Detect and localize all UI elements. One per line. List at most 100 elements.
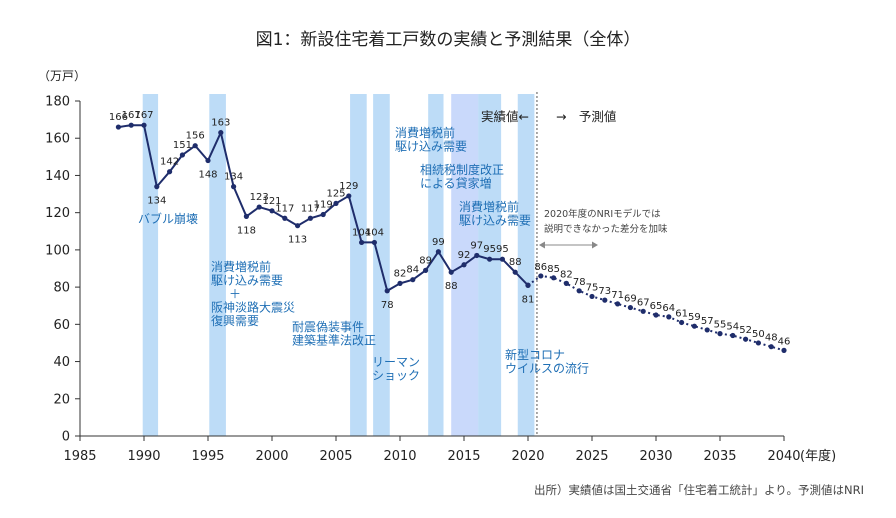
forecast-point <box>551 275 557 281</box>
actual-value-label: 117 <box>275 203 294 214</box>
period-annotation: バブル崩壊 <box>138 211 198 226</box>
actual-point <box>333 200 339 206</box>
period-annotation: 消費増税前 <box>395 125 455 140</box>
x-tick-label: 2020 <box>511 449 544 464</box>
actual-value-label: 113 <box>288 235 307 246</box>
actual-point <box>397 280 403 286</box>
forecast-value-label: 55 <box>714 320 727 331</box>
forecast-value-label: 50 <box>752 329 765 340</box>
model-note-arrow-head <box>538 241 545 249</box>
actual-value-label: 88 <box>445 281 458 292</box>
forecast-value-label: 57 <box>701 316 714 327</box>
y-tick-label: 0 <box>62 430 70 445</box>
actual-value-label: 97 <box>470 240 483 251</box>
actual-value-label: 121 <box>262 196 281 207</box>
actual-point <box>435 249 441 255</box>
actual-point <box>359 239 365 246</box>
actual-value-label: 95 <box>483 244 496 255</box>
x-tick-label: 2010 <box>383 449 416 464</box>
source-note: 出所）実績値は国土交通省「住宅着工統計」より。予測値はNRI <box>534 483 864 497</box>
x-tick-label: 1985 <box>63 449 96 464</box>
actual-value-label: 134 <box>224 172 243 183</box>
x-tick-label: 2005 <box>319 449 352 464</box>
actual-value-label: 88 <box>509 257 522 268</box>
y-tick-label: 60 <box>53 318 70 333</box>
x-tick-label: 2035 <box>703 449 736 464</box>
data-labels: 1661671671341421511561481631341181231211… <box>109 110 791 347</box>
actual-value-label: 166 <box>109 112 128 123</box>
actual-point <box>179 152 185 158</box>
actual-point <box>371 239 377 246</box>
actual-point <box>307 215 313 221</box>
forecast-value-label: 54 <box>726 322 739 333</box>
actual-value-label: 123 <box>250 192 269 203</box>
forecast-point <box>755 340 762 346</box>
shaded-period <box>428 94 444 436</box>
forecast-value-label: 65 <box>650 301 663 312</box>
period-annotation: ＋ <box>229 287 241 301</box>
actual-value-label: 163 <box>211 118 230 129</box>
forecast-label: → 予測値 <box>556 109 616 124</box>
x-tick-label: 2025 <box>575 449 608 464</box>
actual-value-label: 78 <box>381 300 394 311</box>
period-annotation: 駆け込み需要 <box>395 140 467 154</box>
y-tick-label: 100 <box>45 243 70 258</box>
actual-point <box>487 256 493 262</box>
actual-value-label: 119 <box>314 200 333 211</box>
period-annotation: 新型コロナ <box>505 347 565 362</box>
forecast-value-label: 46 <box>778 336 791 347</box>
forecast-value-label: 73 <box>598 286 611 297</box>
actual-point <box>448 269 454 275</box>
forecast-point <box>576 288 582 294</box>
actual-point <box>320 211 326 218</box>
forecast-point <box>653 312 659 318</box>
forecast-point <box>730 332 736 339</box>
x-tick-label: 2030 <box>639 449 672 464</box>
x-tick-label: 2040 <box>767 449 800 464</box>
shaded-period <box>478 94 502 436</box>
forecast-value-label: 59 <box>688 312 701 323</box>
actual-point <box>192 143 198 149</box>
shaded-period <box>373 94 390 436</box>
y-tick-label: 140 <box>45 169 70 184</box>
forecast-value-label: 86 <box>534 262 547 273</box>
period-annotation: 相続税制度改正 <box>420 162 504 177</box>
y-tick-label: 180 <box>45 95 70 110</box>
period-annotation: 耐震偽装事件 <box>292 320 364 334</box>
forecast-value-label: 78 <box>573 277 586 288</box>
actual-value-label: 117 <box>301 203 320 214</box>
actual-point <box>269 208 275 214</box>
y-tick-label: 160 <box>45 132 70 147</box>
actual-value-label: 84 <box>406 265 419 276</box>
actual-point <box>243 213 249 219</box>
x-tick-label: 1990 <box>127 449 160 464</box>
forecast-point <box>691 323 698 329</box>
actual-point <box>295 223 301 229</box>
actual-point <box>115 124 121 130</box>
actual-point <box>154 184 160 190</box>
actual-point <box>128 122 134 128</box>
actual-value-label: 151 <box>173 140 192 151</box>
forecast-point <box>627 304 634 311</box>
forecast-value-label: 69 <box>624 294 637 305</box>
forecast-point <box>666 314 672 320</box>
forecast-point <box>563 280 570 286</box>
forecast-point <box>589 293 595 300</box>
forecast-value-label: 67 <box>637 297 650 308</box>
actual-value-label: 156 <box>186 131 205 142</box>
actual-value-label: 104 <box>365 227 384 238</box>
period-annotation: 駆け込み需要 <box>459 214 531 228</box>
forecast-point <box>640 308 646 314</box>
y-tick-label: 120 <box>45 206 70 221</box>
period-annotation: 駆け込み需要 <box>211 274 283 288</box>
actual-point <box>205 157 211 164</box>
x-tick-label: 2000 <box>255 449 288 464</box>
forecast-point <box>538 273 544 279</box>
actual-value-label: 82 <box>394 268 407 279</box>
shaded-period <box>209 94 226 436</box>
period-annotation: 復興需要 <box>211 313 259 328</box>
y-tick-label: 40 <box>53 355 70 370</box>
actual-point <box>282 215 288 221</box>
forecast-value-label: 52 <box>739 325 752 336</box>
actual-value-label: 125 <box>326 188 345 199</box>
